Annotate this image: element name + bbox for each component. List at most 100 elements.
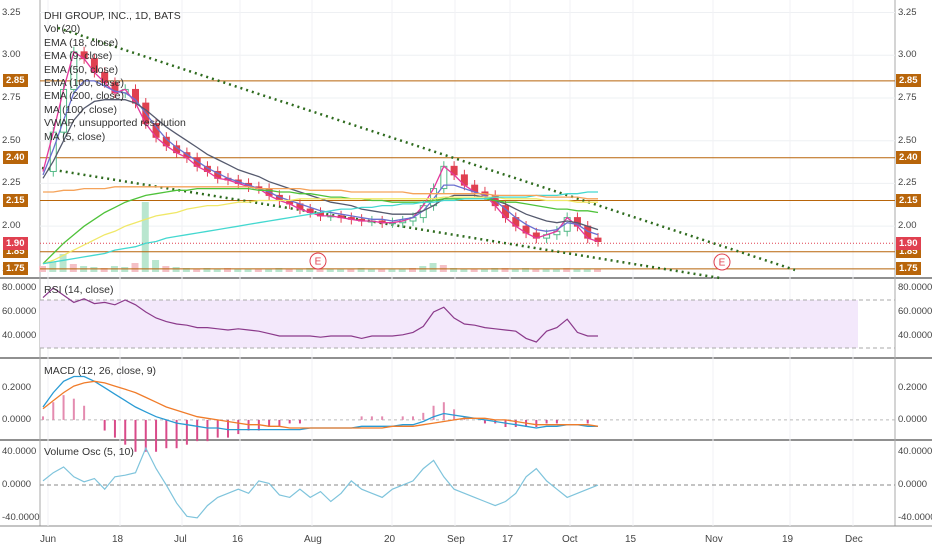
- volume-bar: [265, 269, 273, 272]
- rsi-line: [42, 287, 598, 343]
- main-ytick-right: 2.75: [898, 91, 917, 103]
- macd-ytick-right: 0.0000: [898, 413, 928, 425]
- main-ytick-right: 3.00: [898, 49, 917, 61]
- main-ytick-left: 3.25: [2, 6, 21, 18]
- volume-bar: [275, 268, 283, 272]
- level-label-left: 1.75: [3, 262, 28, 276]
- volosc-ytick-right: 40.0000: [898, 446, 932, 458]
- volume-bar: [285, 269, 293, 272]
- volume-bar: [409, 268, 416, 272]
- volume-bar: [501, 268, 509, 272]
- legend-vol[interactable]: Vol (20): [44, 23, 81, 36]
- xtick-label: 18: [112, 534, 124, 545]
- xtick-label: Dec: [845, 534, 863, 545]
- series-line: [42, 80, 599, 236]
- volume-bar: [152, 260, 160, 272]
- volume-bar: [100, 268, 108, 272]
- rsi-ytick-left: 40.0000: [2, 330, 37, 341]
- volume-bar: [480, 269, 488, 272]
- volume-bar: [542, 269, 550, 272]
- xtick-label: Aug: [304, 534, 322, 545]
- legend-ema18[interactable]: EMA (18, close): [44, 36, 119, 49]
- volume-bar: [398, 269, 406, 272]
- macd-line: [42, 380, 599, 429]
- level-label-right: 2.40: [896, 151, 921, 165]
- volume-bar: [460, 269, 468, 272]
- xtick-label: Nov: [705, 534, 723, 545]
- series-line: [42, 191, 598, 265]
- main-ytick-left: 3.00: [2, 49, 21, 61]
- main-ytick-right: 2.25: [898, 177, 917, 189]
- rsi-ytick-left: 60.0000: [2, 306, 37, 317]
- volosc-label[interactable]: Volume Osc (5, 10): [44, 446, 134, 458]
- level-label-left: 2.15: [3, 194, 28, 208]
- main-ytick-left: 2.75: [2, 91, 21, 103]
- xtick-label: Sep: [447, 534, 465, 545]
- volume-bar: [470, 269, 478, 272]
- level-label-right: 2.15: [896, 194, 921, 208]
- volume-bar: [90, 267, 98, 272]
- legend-ema50[interactable]: EMA (50, close): [44, 63, 119, 76]
- volume-bar: [131, 263, 139, 272]
- volume-bar: [193, 269, 201, 272]
- macd-label[interactable]: MACD (12, 26, close, 9): [44, 365, 157, 377]
- rsi-ytick-right: 80.0000: [898, 282, 932, 293]
- rsi-band: [40, 300, 858, 348]
- legend-vwap[interactable]: VWAP, unsupported resolution: [44, 117, 186, 130]
- xtick-label: 16: [232, 534, 244, 545]
- volume-bar: [357, 268, 365, 272]
- main-ytick-left: 2.50: [2, 134, 21, 146]
- volume-bar: [141, 202, 149, 272]
- rsi-ytick-right: 40.0000: [898, 330, 932, 341]
- rsi-ytick-left: 80.0000: [2, 282, 37, 293]
- volume-bar: [69, 264, 77, 272]
- level-label-left: 2.40: [3, 151, 28, 165]
- volume-bar: [326, 269, 334, 272]
- earnings-marker: [713, 253, 731, 271]
- volume-bar: [552, 269, 560, 272]
- earnings-marker-label: E: [719, 258, 726, 269]
- legend-ema200[interactable]: EMA (200, close): [44, 90, 124, 103]
- main-ytick-right: 3.25: [898, 6, 917, 18]
- level-label-right: 1.75: [896, 262, 921, 276]
- volume-bar: [172, 267, 180, 272]
- legend-ma5[interactable]: MA (5, close): [44, 130, 106, 143]
- series-line: [42, 196, 598, 265]
- legend-ema9[interactable]: EMA (9, close): [44, 50, 113, 63]
- main-legend: DHI GROUP, INC., 1D, BATS Vol (20) EMA (…: [44, 10, 186, 144]
- xtick-label: Jul: [174, 534, 187, 545]
- series-line: [42, 187, 599, 265]
- legend-ema100[interactable]: EMA (100, close): [44, 77, 124, 90]
- volume-bar: [594, 269, 601, 272]
- volume-bar: [522, 268, 530, 272]
- chart-title[interactable]: DHI GROUP, INC., 1D, BATS: [44, 10, 181, 22]
- xtick-label: 20: [384, 534, 396, 545]
- main-ytick-right: 2.50: [898, 134, 917, 146]
- volume-bar: [450, 268, 458, 272]
- current-price-label-right: 1.90: [896, 236, 921, 250]
- volume-bar: [203, 268, 211, 272]
- earnings-marker: [309, 252, 327, 270]
- volume-bar: [295, 269, 303, 272]
- volosc-ytick-right: 0.0000: [898, 479, 928, 491]
- rsi-label[interactable]: RSI (14, close): [44, 284, 114, 296]
- legend-ma100[interactable]: MA (100, close): [44, 103, 117, 116]
- volosc-ytick-left: -40.0000: [2, 511, 40, 523]
- macd-ytick-left: 0.2000: [2, 381, 32, 393]
- xtick-label: 17: [502, 534, 514, 545]
- volume-bar: [244, 269, 252, 272]
- volume-bar: [306, 268, 314, 272]
- xtick-label: Oct: [562, 534, 578, 545]
- volume-bar: [254, 269, 262, 272]
- volume-bar: [316, 269, 324, 272]
- xtick-label: Jun: [40, 534, 57, 545]
- volume-bar: [573, 269, 581, 272]
- current-price-label-left: 1.90: [3, 236, 28, 250]
- level-label-left: 2.85: [3, 74, 28, 88]
- volosc-ytick-right: -40.0000: [898, 511, 932, 523]
- volume-bar: [511, 269, 519, 272]
- macd-ytick-left: 0.0000: [2, 413, 32, 425]
- main-ytick-left: 2.00: [2, 220, 21, 232]
- level-label-right: 2.85: [896, 74, 921, 88]
